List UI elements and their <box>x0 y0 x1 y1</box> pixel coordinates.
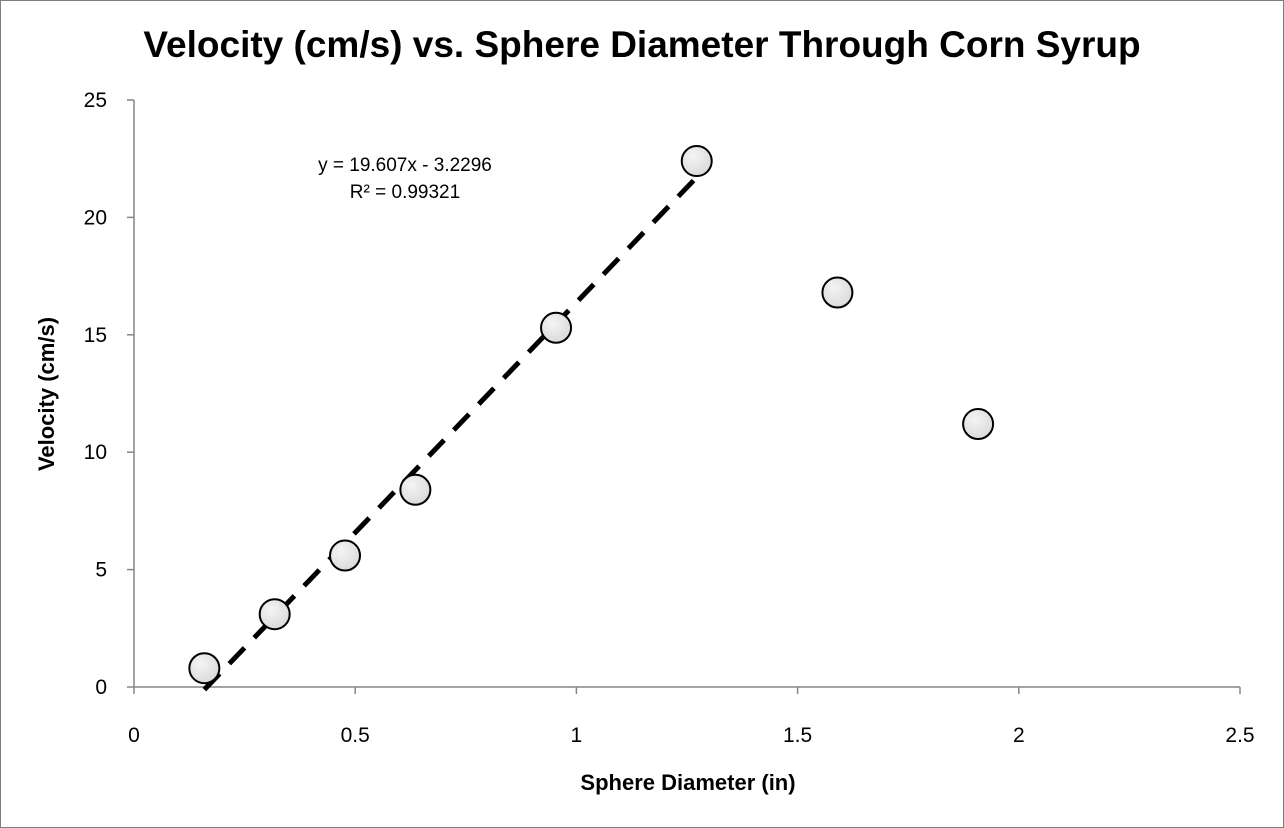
x-axis-label: Sphere Diameter (in) <box>580 770 796 795</box>
chart-title: Velocity (cm/s) vs. Sphere Diameter Thro… <box>143 24 1141 65</box>
data-point <box>399 473 432 506</box>
y-tick-label: 5 <box>95 559 107 582</box>
y-axis-ticks: 0 5 10 15 20 25 <box>84 89 134 699</box>
data-points <box>188 145 995 685</box>
data-point <box>962 408 995 441</box>
data-point <box>540 311 573 344</box>
y-tick-label: 15 <box>84 324 107 347</box>
y-tick-label: 10 <box>84 441 107 464</box>
axes <box>133 100 1240 688</box>
x-axis-ticks: 0 0.5 1 1.5 2 2.5 <box>128 687 1255 747</box>
x-tick-label: 0.5 <box>341 724 370 747</box>
y-tick-label: 0 <box>95 676 107 699</box>
y-tick-label: 25 <box>84 89 107 112</box>
x-tick-label: 1 <box>571 724 583 747</box>
x-tick-label: 0 <box>128 724 140 747</box>
data-point <box>329 539 362 572</box>
equation-text: y = 19.607x - 3.2296 <box>318 155 492 176</box>
x-tick-label: 2.5 <box>1225 724 1254 747</box>
x-tick-label: 1.5 <box>783 724 812 747</box>
data-point <box>258 598 291 631</box>
x-tick-label: 2 <box>1013 724 1025 747</box>
r-squared-text: R² = 0.99321 <box>349 182 461 203</box>
data-point <box>821 276 854 309</box>
y-tick-label: 20 <box>84 206 107 229</box>
y-axis-label: Velocity (cm/s) <box>34 316 59 472</box>
data-point <box>188 652 221 685</box>
data-point <box>680 145 713 178</box>
trendline-equation: y = 19.607x - 3.2296 R² = 0.99321 <box>255 152 555 206</box>
